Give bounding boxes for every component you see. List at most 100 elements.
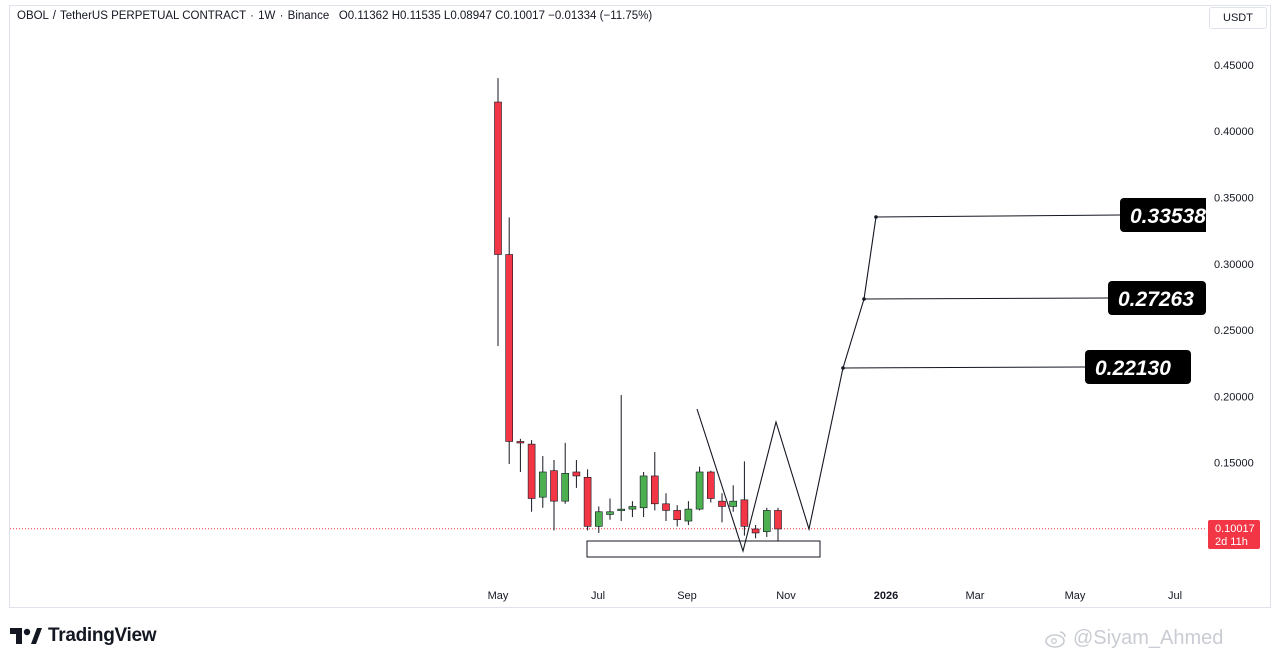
target-line [875, 214, 1121, 218]
brand-name: TradingView [48, 625, 157, 646]
candle-body [650, 475, 659, 505]
candle-body [774, 510, 782, 530]
y-tick-label: 0.35000 [1214, 193, 1254, 205]
y-tick-label: 0.25000 [1214, 325, 1254, 337]
candle [550, 460, 558, 531]
ohlc-open: O0.11362 [338, 10, 389, 22]
target-label-bg [1085, 350, 1191, 384]
last-price-countdown: 2d 11h [1215, 536, 1248, 548]
candle [740, 461, 749, 536]
x-tick-label: Mar [966, 590, 985, 602]
candle [628, 501, 637, 518]
candle-body [494, 101, 502, 255]
candle-body [729, 500, 738, 507]
candle [494, 78, 502, 347]
candle [706, 470, 715, 503]
candle-body [684, 508, 693, 522]
candle-body [527, 443, 536, 499]
candle [617, 395, 626, 522]
exchange: Binance [287, 10, 330, 22]
candle-body [673, 510, 682, 521]
target-label-text: 0.33538 [1130, 205, 1206, 228]
candle [762, 507, 771, 537]
last-price-tag-bg [1208, 520, 1260, 549]
candle [718, 493, 726, 523]
candle-body [561, 473, 570, 502]
candle [729, 485, 738, 512]
x-tick-label: Sep [677, 590, 697, 602]
target-label: 0.27263 [1108, 281, 1206, 315]
candle-body [706, 471, 715, 499]
candle-body [505, 254, 514, 442]
target-label-bg [1108, 281, 1206, 315]
candle-body [751, 528, 760, 534]
y-tick-label: 0.15000 [1214, 458, 1254, 470]
brand[interactable]: TradingView [10, 625, 157, 647]
candle [538, 456, 547, 508]
target-label-text: 0.27263 [1118, 288, 1194, 311]
chart-frame [9, 5, 1271, 608]
y-tick-label: 0.45000 [1214, 60, 1254, 72]
x-tick-label: Jul [591, 590, 605, 602]
currency-button[interactable]: USDT [1209, 7, 1267, 29]
ohlc-close: C0.10017 [495, 10, 545, 22]
symbol[interactable]: OBOL [17, 10, 49, 22]
candle [583, 469, 592, 531]
ohlc-change: −0.01334 (−11.75%) [548, 10, 653, 22]
candle [662, 493, 670, 522]
support-zone-box [586, 540, 821, 558]
watermark: @Siyam_Ahmed [1045, 627, 1223, 650]
tradingview-logo-icon [10, 628, 42, 644]
target-line [842, 366, 1086, 369]
target-line [863, 297, 1109, 300]
candle [684, 501, 693, 526]
x-tick-label: 2026 [874, 590, 898, 602]
x-tick-label: May [1065, 590, 1086, 602]
target-label: 0.33538 [1120, 198, 1210, 232]
interval[interactable]: 1W [258, 10, 276, 22]
target-dot [874, 215, 878, 219]
ohlc-low: L0.08947 [443, 10, 492, 22]
candle [505, 217, 514, 465]
last-price-value: 0.10017 [1215, 523, 1255, 535]
candle [774, 507, 782, 541]
candle [516, 438, 525, 472]
candle [639, 471, 648, 518]
target-dot [862, 297, 866, 301]
candle-body [594, 511, 603, 527]
candle-body [516, 441, 525, 444]
candle-body [572, 471, 581, 477]
candle [594, 506, 603, 533]
contract-name: TetherUS PERPETUAL CONTRACT [59, 10, 246, 22]
candle-body [550, 470, 558, 502]
axis-gap [1206, 180, 1210, 320]
weibo-icon [1045, 630, 1066, 648]
target-label-bg [1120, 198, 1210, 232]
candle [650, 452, 659, 511]
candle-body [628, 506, 637, 510]
x-tick-label: Nov [776, 590, 796, 602]
target-label: 0.22130 [1085, 350, 1191, 384]
y-tick-label: 0.20000 [1214, 391, 1254, 403]
candle [572, 460, 581, 488]
candle-body [583, 476, 592, 527]
candle-body [718, 500, 726, 507]
x-tick-label: Jul [1168, 590, 1182, 602]
candle-body [740, 499, 749, 527]
target-dot [841, 366, 845, 370]
candle [561, 442, 570, 504]
candle [695, 466, 704, 511]
watermark-text: @Siyam_Ahmed [1073, 627, 1224, 649]
candle [606, 498, 614, 520]
ohlc-high: H0.11535 [391, 10, 441, 22]
x-tick-label: May [488, 590, 509, 602]
candle-body [762, 510, 771, 532]
y-tick-label: 0.40000 [1214, 126, 1254, 138]
candle [751, 525, 760, 539]
y-tick-label: 0.30000 [1214, 259, 1254, 271]
chart-header: OBOL / TetherUS PERPETUAL CONTRACT · 1W … [17, 10, 653, 22]
candle-body [538, 471, 547, 498]
candle-body [695, 471, 704, 510]
